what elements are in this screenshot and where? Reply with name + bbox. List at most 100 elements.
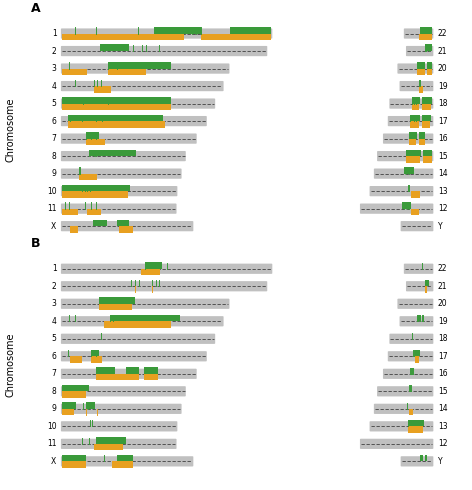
Text: 14: 14 xyxy=(438,169,447,178)
Text: 21: 21 xyxy=(438,47,447,55)
Bar xyxy=(415,356,420,363)
Bar xyxy=(119,226,133,233)
Text: 15: 15 xyxy=(438,151,447,161)
Text: 1: 1 xyxy=(52,29,57,38)
Bar xyxy=(417,69,425,75)
Bar xyxy=(91,356,102,363)
Bar xyxy=(144,367,158,374)
Text: 20: 20 xyxy=(438,64,447,73)
Text: 9: 9 xyxy=(51,404,57,414)
Bar xyxy=(425,280,429,286)
Bar xyxy=(96,374,139,380)
FancyBboxPatch shape xyxy=(61,351,207,362)
Text: 20: 20 xyxy=(438,299,447,308)
Text: B: B xyxy=(31,237,41,250)
FancyBboxPatch shape xyxy=(377,151,433,161)
FancyBboxPatch shape xyxy=(404,28,433,39)
Bar xyxy=(126,367,139,374)
FancyBboxPatch shape xyxy=(61,98,215,109)
Bar xyxy=(62,462,85,468)
Bar xyxy=(99,297,135,304)
Text: Chromosome: Chromosome xyxy=(6,333,16,397)
FancyBboxPatch shape xyxy=(61,133,197,144)
Text: 14: 14 xyxy=(438,404,447,414)
FancyBboxPatch shape xyxy=(61,46,267,56)
Bar xyxy=(144,374,158,380)
Bar xyxy=(419,86,422,93)
Bar xyxy=(70,356,82,363)
Text: 19: 19 xyxy=(438,81,447,91)
Bar xyxy=(425,286,427,293)
FancyBboxPatch shape xyxy=(401,456,433,466)
FancyBboxPatch shape xyxy=(377,386,433,396)
Text: Chromosome: Chromosome xyxy=(6,98,16,162)
Text: 1: 1 xyxy=(52,264,57,273)
FancyBboxPatch shape xyxy=(388,116,433,126)
FancyBboxPatch shape xyxy=(61,221,194,231)
Bar xyxy=(201,33,271,40)
Text: X: X xyxy=(51,457,57,466)
Text: 9: 9 xyxy=(51,169,57,178)
FancyBboxPatch shape xyxy=(61,334,215,344)
FancyBboxPatch shape xyxy=(404,264,433,274)
FancyBboxPatch shape xyxy=(406,281,433,292)
Bar xyxy=(62,409,74,416)
Bar xyxy=(425,45,432,51)
Text: 3: 3 xyxy=(51,299,57,308)
Bar xyxy=(62,191,128,197)
Bar xyxy=(94,444,123,450)
Text: 21: 21 xyxy=(438,282,447,291)
FancyBboxPatch shape xyxy=(61,439,177,449)
Bar xyxy=(62,103,171,110)
Text: 7: 7 xyxy=(51,369,57,378)
Bar xyxy=(62,97,171,103)
FancyBboxPatch shape xyxy=(360,203,433,214)
Bar xyxy=(110,315,180,321)
Text: 5: 5 xyxy=(51,334,57,343)
FancyBboxPatch shape xyxy=(61,456,194,466)
Bar xyxy=(412,191,420,197)
Bar xyxy=(108,62,171,69)
Text: 10: 10 xyxy=(47,187,57,196)
FancyBboxPatch shape xyxy=(61,298,229,309)
Text: 13: 13 xyxy=(438,187,447,196)
Text: X: X xyxy=(51,221,57,231)
Text: 22: 22 xyxy=(438,264,447,273)
Bar xyxy=(89,149,136,156)
FancyBboxPatch shape xyxy=(61,169,182,179)
Bar xyxy=(406,156,421,163)
Bar xyxy=(62,402,76,409)
Text: 6: 6 xyxy=(51,117,57,125)
Text: 7: 7 xyxy=(51,134,57,143)
Text: A: A xyxy=(31,2,41,15)
Bar xyxy=(87,209,101,215)
Bar xyxy=(145,262,162,269)
Bar xyxy=(62,385,89,392)
Text: 12: 12 xyxy=(438,204,447,213)
FancyBboxPatch shape xyxy=(374,404,433,414)
FancyBboxPatch shape xyxy=(61,368,197,379)
Bar xyxy=(421,27,432,33)
Bar xyxy=(409,139,416,145)
FancyBboxPatch shape xyxy=(61,404,182,414)
Text: 8: 8 xyxy=(52,151,57,161)
Bar xyxy=(412,103,419,110)
FancyBboxPatch shape xyxy=(370,186,433,196)
Bar xyxy=(96,437,126,444)
Bar xyxy=(423,149,432,156)
Bar xyxy=(62,392,86,398)
Bar xyxy=(99,304,132,310)
Bar xyxy=(406,149,421,156)
FancyBboxPatch shape xyxy=(389,98,433,109)
Bar xyxy=(410,121,420,128)
FancyBboxPatch shape xyxy=(61,316,224,326)
Bar xyxy=(68,115,163,121)
Bar xyxy=(427,69,432,75)
Bar xyxy=(68,121,165,128)
Bar xyxy=(108,69,146,75)
Text: 19: 19 xyxy=(438,317,447,326)
Text: 18: 18 xyxy=(438,99,447,108)
Bar xyxy=(86,132,99,139)
Text: 10: 10 xyxy=(47,422,57,431)
Bar xyxy=(408,420,424,426)
